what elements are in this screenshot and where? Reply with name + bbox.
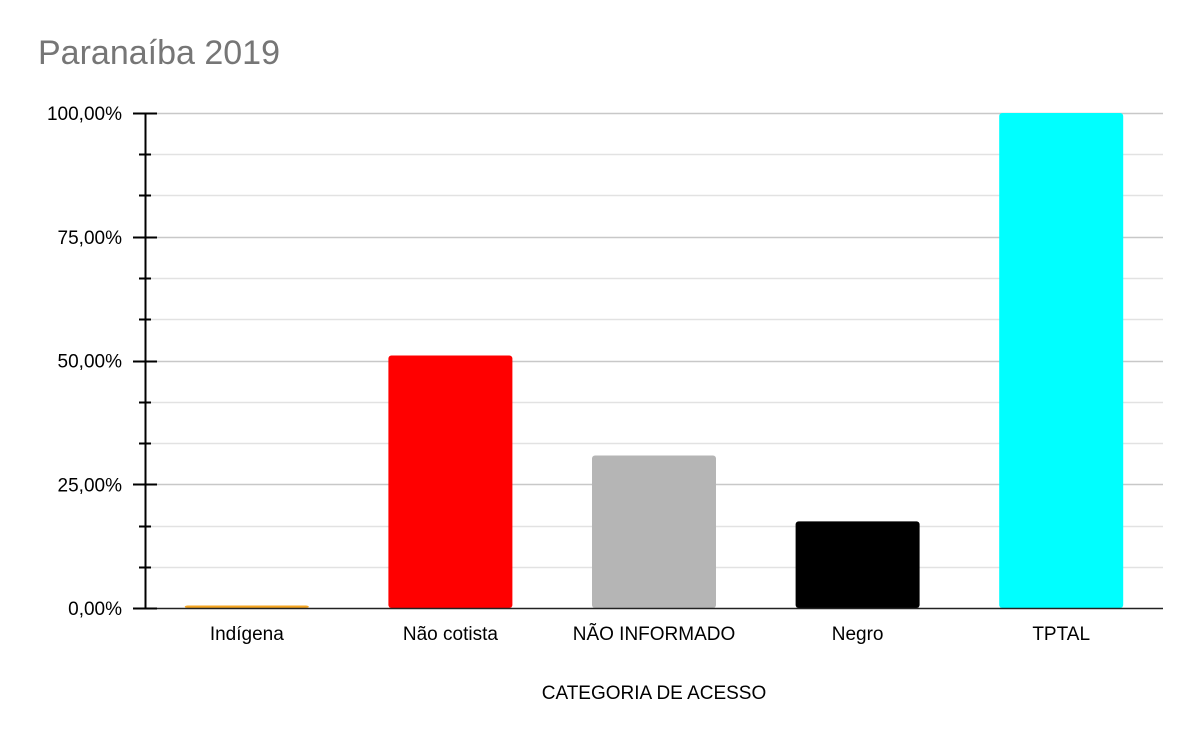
axes xyxy=(133,112,1163,610)
y-tick-label: 75,00% xyxy=(58,228,123,249)
bar-n-o-cotista xyxy=(388,355,513,608)
bars xyxy=(184,113,1124,608)
y-tick-label: 50,00% xyxy=(58,352,123,373)
bar-n-o-informado xyxy=(592,455,716,608)
y-tick-label: 100,00% xyxy=(47,104,122,125)
x-tick-label: Não cotista xyxy=(403,624,498,645)
chart-title: Paranaíba 2019 xyxy=(38,34,280,72)
tick-labels: Indígena Não cotista NÃO INFORMADO Negro TPT… xyxy=(47,104,1090,645)
x-axis-title: CATEGORIA DE ACESSO xyxy=(542,683,767,704)
bar-negro xyxy=(795,521,920,608)
x-tick-label: TPTAL xyxy=(1032,624,1090,645)
bar-ind-gena xyxy=(184,605,309,608)
x-tick-label: Indígena xyxy=(210,624,284,645)
x-tick-label: Negro xyxy=(832,624,884,645)
y-tick-label: 25,00% xyxy=(58,475,123,496)
y-tick-label: 0,00% xyxy=(68,599,122,620)
x-tick-label: NÃO INFORMADO xyxy=(573,623,736,645)
bar-tptal xyxy=(999,113,1124,608)
